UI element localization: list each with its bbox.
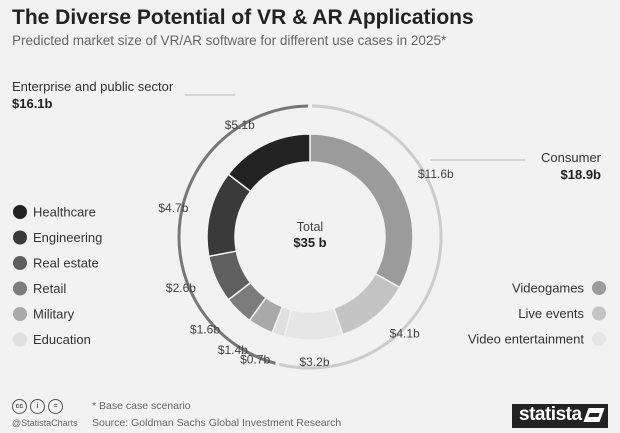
license-icons: cc i =: [12, 399, 63, 414]
legend-label-real-estate: Real estate: [33, 256, 99, 271]
segment-videogames[interactable]: [309, 133, 414, 289]
chart-title: The Diverse Potential of VR & AR Applica…: [12, 6, 474, 29]
segment-video-entertainment[interactable]: [283, 307, 344, 341]
group-value-enterprise: $16.1b: [12, 96, 53, 111]
value-label-engineering: $4.7b: [158, 201, 188, 215]
group-label-consumer: Consumer: [541, 150, 602, 165]
legend-swatch-engineering: [13, 230, 27, 245]
value-label-military: $1.4b: [218, 343, 248, 357]
value-label-education: $0.7b: [240, 353, 270, 367]
segment-healthcare[interactable]: [227, 133, 311, 193]
legend-label-education: Education: [33, 332, 91, 347]
legend-swatch-healthcare: [13, 205, 27, 219]
value-label-real-estate: $2.6b: [166, 281, 196, 295]
brand-name: statista: [519, 404, 582, 425]
legend-swatch-videogames: [592, 281, 606, 295]
statista-flag-icon: [582, 408, 605, 422]
total-value: $35 b: [293, 235, 326, 250]
legend-label-engineering: Engineering: [33, 230, 102, 245]
cc-license-icon: cc: [12, 399, 27, 414]
chart-subtitle: Predicted market size of VR/AR software …: [12, 33, 447, 48]
footnote: * Base case scenario: [92, 400, 191, 412]
legend-swatch-education: [13, 332, 27, 347]
legend-label-video-entertainment: Video entertainment: [468, 332, 585, 347]
value-label-videogames: $11.6b: [418, 167, 454, 181]
group-ring-consumer: [278, 104, 443, 370]
group-label-enterprise: Enterprise and public sector: [12, 79, 174, 94]
value-label-retail: $1.6b: [190, 322, 220, 336]
legend-label-retail: Retail: [33, 281, 66, 296]
legend-swatch-live-events: [592, 306, 606, 321]
group-value-consumer: $18.9b: [561, 167, 602, 182]
legend-label-videogames: Videogames: [512, 281, 585, 296]
legend-swatch-military: [13, 307, 27, 321]
value-label-healthcare: $5.1b: [225, 118, 255, 132]
twitter-handle: @StatistaCharts: [12, 418, 78, 428]
legend-label-military: Military: [33, 307, 75, 322]
group-ring-enterprise: [177, 104, 309, 365]
attribution-icon: i: [30, 399, 45, 414]
legend-swatch-retail: [13, 281, 27, 296]
total-label: Total: [297, 220, 323, 234]
legend-label-live-events: Live events: [518, 306, 584, 321]
no-derivatives-icon: =: [48, 399, 63, 414]
legend-swatch-real-estate: [13, 256, 27, 270]
value-label-live-events: $4.1b: [390, 326, 420, 340]
legend-label-healthcare: Healthcare: [33, 205, 96, 220]
statista-logo[interactable]: statista: [512, 404, 608, 428]
value-label-video-entertainment: $3.2b: [299, 355, 329, 369]
source-note: Source: Goldman Sachs Global Investment …: [92, 417, 342, 429]
legend-swatch-video-entertainment: [592, 332, 606, 346]
